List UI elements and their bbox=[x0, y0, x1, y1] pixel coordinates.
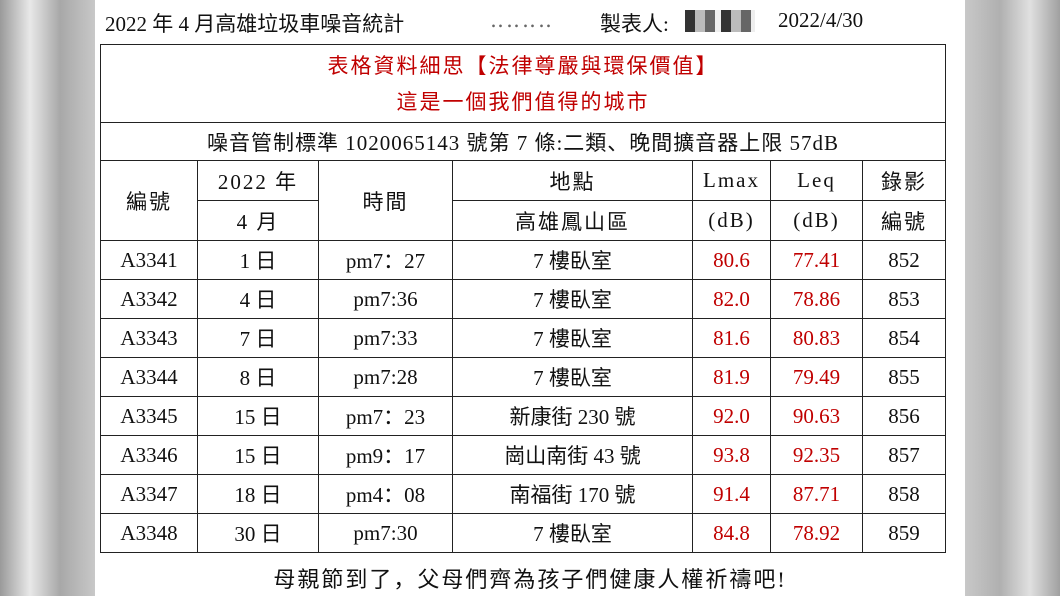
maker-label: 製表人: bbox=[600, 12, 669, 36]
data-row: A3346 15 日 pm9：17 崗山南街 43 號 93.8 92.35 857 bbox=[100, 435, 946, 475]
data-cell: 91.4 bbox=[692, 474, 771, 514]
data-cell: A3343 bbox=[100, 318, 198, 358]
data-cell: 92.0 bbox=[692, 396, 771, 436]
header-cell: 編號 bbox=[862, 200, 946, 241]
data-cell: 南福街 170 號 bbox=[452, 474, 693, 514]
data-row: A3341 1 日 pm7：27 7 樓臥室 80.6 77.41 852 bbox=[100, 240, 946, 280]
header-cell: 時間 bbox=[318, 160, 453, 241]
data-cell: 857 bbox=[862, 435, 946, 475]
data-row: A3343 7 日 pm7:33 7 樓臥室 81.6 80.83 854 bbox=[100, 318, 946, 358]
date: 2022/4/30 bbox=[778, 8, 864, 32]
data-cell: 859 bbox=[862, 513, 946, 553]
data-cell: 78.92 bbox=[770, 513, 863, 553]
data-cell: pm7:33 bbox=[318, 318, 453, 358]
redacted-name bbox=[685, 10, 755, 32]
header-cell: 錄影 bbox=[862, 160, 946, 201]
data-cell: 78.86 bbox=[770, 279, 863, 319]
document: 2022 年 4 月高雄垃圾車噪音統計 ‥‥‥‥ 製表人: 2022/4/30 … bbox=[95, 0, 965, 596]
noise-table: 表格資料細思【法律尊嚴與環保價值】 這是一個我們值得的城市 噪音管制標準 10200… bbox=[100, 44, 946, 553]
data-cell: A3342 bbox=[100, 279, 198, 319]
data-row: A3345 15 日 pm7：23 新康街 230 號 92.0 90.63 856 bbox=[100, 396, 946, 436]
data-cell: A3347 bbox=[100, 474, 198, 514]
header-cell: 高雄鳳山區 bbox=[452, 200, 693, 241]
data-cell: 81.9 bbox=[692, 357, 771, 397]
data-cell: 84.8 bbox=[692, 513, 771, 553]
standard-row: 噪音管制標準 1020065143 號第 7 條:二類、晚間擴音器上限 57dB bbox=[100, 122, 946, 161]
data-cell: 崗山南街 43 號 bbox=[452, 435, 693, 475]
data-row: A3344 8 日 pm7:28 7 樓臥室 81.9 79.49 855 bbox=[100, 357, 946, 397]
data-cell: 93.8 bbox=[692, 435, 771, 475]
header-row: 編號 2022 年時間 地點 Lmax Leq 錄影 bbox=[100, 160, 946, 241]
banner-row: 表格資料細思【法律尊嚴與環保價值】 這是一個我們值得的城市 bbox=[100, 44, 946, 123]
data-cell: pm9：17 bbox=[318, 435, 453, 475]
header-cell: 2022 年 bbox=[197, 160, 319, 201]
data-cell: 82.0 bbox=[692, 279, 771, 319]
header-cell: (dB) bbox=[692, 200, 771, 241]
data-cell: 858 bbox=[862, 474, 946, 514]
banner-line: 表格資料細思【法律尊嚴與環保價值】 bbox=[327, 53, 719, 78]
dots: ‥‥‥‥ bbox=[490, 8, 555, 32]
data-cell: 87.71 bbox=[770, 474, 863, 514]
data-cell: 8 日 bbox=[197, 357, 319, 397]
standard-cell: 噪音管制標準 1020065143 號第 7 條:二類、晚間擴音器上限 57dB bbox=[100, 122, 946, 161]
data-cell: pm7：23 bbox=[318, 396, 453, 436]
data-cell: 7 樓臥室 bbox=[452, 240, 693, 280]
doc-title: 2022 年 4 月高雄垃圾車噪音統計 bbox=[105, 12, 405, 36]
data-cell: 7 日 bbox=[197, 318, 319, 358]
data-cell: A3345 bbox=[100, 396, 198, 436]
data-cell: 7 樓臥室 bbox=[452, 357, 693, 397]
data-row: A3342 4 日 pm7:36 7 樓臥室 82.0 78.86 853 bbox=[100, 279, 946, 319]
header-cell: 地點 bbox=[452, 160, 693, 201]
data-cell: 90.63 bbox=[770, 396, 863, 436]
data-cell: pm7:30 bbox=[318, 513, 453, 553]
data-cell: 855 bbox=[862, 357, 946, 397]
data-cell: 4 日 bbox=[197, 279, 319, 319]
header-cell: 編號 bbox=[100, 160, 198, 241]
data-cell: 79.49 bbox=[770, 357, 863, 397]
data-cell: 18 日 bbox=[197, 474, 319, 514]
data-cell: pm7:36 bbox=[318, 279, 453, 319]
data-cell: 92.35 bbox=[770, 435, 863, 475]
data-cell: A3348 bbox=[100, 513, 198, 553]
data-cell: 81.6 bbox=[692, 318, 771, 358]
footer-note: 母親節到了，父母們齊為孩子們健康人權祈禱吧! bbox=[273, 567, 787, 592]
data-cell: A3346 bbox=[100, 435, 198, 475]
header-row: 4 月高雄鳳山區 (dB) (dB) 編號 bbox=[101, 200, 946, 241]
data-cell: 15 日 bbox=[197, 435, 319, 475]
banner-line: 這是一個我們值得的城市 bbox=[396, 89, 650, 114]
data-cell: 856 bbox=[862, 396, 946, 436]
data-cell: 853 bbox=[862, 279, 946, 319]
data-cell: 77.41 bbox=[770, 240, 863, 280]
data-cell: 80.6 bbox=[692, 240, 771, 280]
data-cell: 新康街 230 號 bbox=[452, 396, 693, 436]
data-cell: 7 樓臥室 bbox=[452, 513, 693, 553]
header-cell: Lmax bbox=[692, 160, 771, 201]
data-cell: pm7:28 bbox=[318, 357, 453, 397]
data-cell: A3344 bbox=[100, 357, 198, 397]
data-row: A3347 18 日 pm4：08 南福街 170 號 91.4 87.71 858 bbox=[100, 474, 946, 514]
data-cell: 7 樓臥室 bbox=[452, 279, 693, 319]
header-cell: (dB) bbox=[770, 200, 863, 241]
data-cell: 854 bbox=[862, 318, 946, 358]
data-cell: pm7：27 bbox=[318, 240, 453, 280]
data-cell: 7 樓臥室 bbox=[452, 318, 693, 358]
header-cell: Leq bbox=[770, 160, 863, 201]
data-cell: 852 bbox=[862, 240, 946, 280]
data-cell: 30 日 bbox=[197, 513, 319, 553]
data-cell: 1 日 bbox=[197, 240, 319, 280]
banner-cell: 表格資料細思【法律尊嚴與環保價值】 這是一個我們值得的城市 bbox=[100, 44, 946, 123]
data-cell: 80.83 bbox=[770, 318, 863, 358]
data-cell: pm4：08 bbox=[318, 474, 453, 514]
data-cell: 15 日 bbox=[197, 396, 319, 436]
data-cell: A3341 bbox=[100, 240, 198, 280]
header-cell: 4 月 bbox=[197, 200, 319, 241]
data-row: A3348 30 日 pm7:30 7 樓臥室 84.8 78.92 859 bbox=[100, 513, 946, 553]
